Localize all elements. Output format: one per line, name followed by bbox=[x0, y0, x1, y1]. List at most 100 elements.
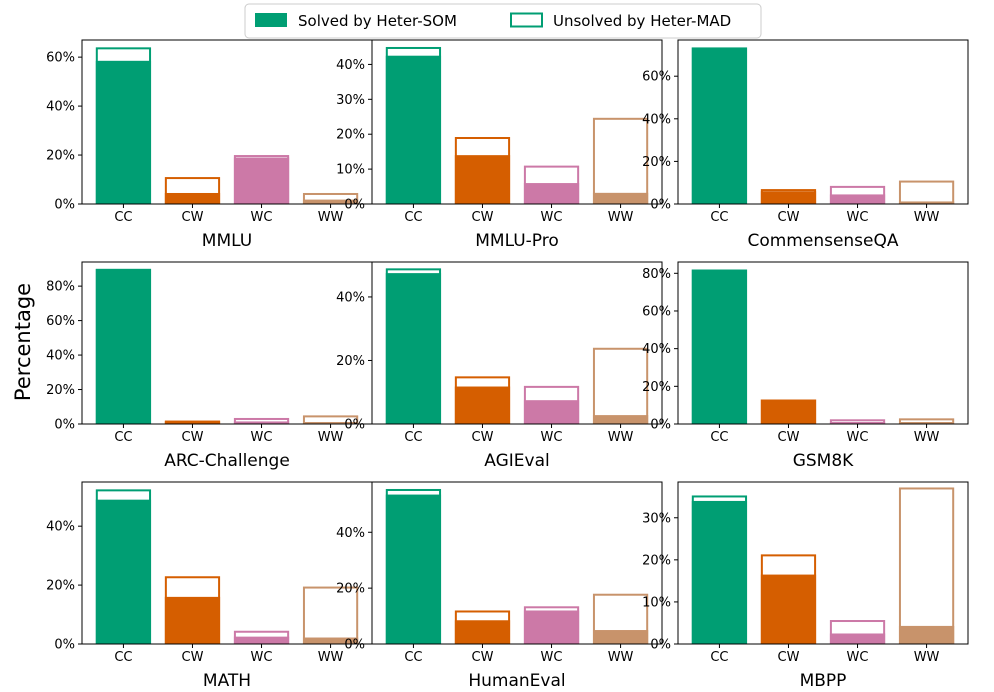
y-tick-label: 20% bbox=[46, 383, 75, 398]
bar-solved-agieval-cc bbox=[385, 273, 442, 424]
y-tick-label: 0% bbox=[650, 198, 671, 213]
x-tick-label-cw: CW bbox=[182, 210, 204, 225]
panel-gsm8k: CC CW WC WW 0% 20% 40% 60% 80% GSM8K bbox=[642, 261, 969, 471]
bar-solved-arc-challenge-cc bbox=[95, 268, 152, 424]
x-tick-label-ww: WW bbox=[608, 430, 634, 445]
bar-unsolved-math-ww bbox=[302, 586, 359, 645]
bar-unsolved-commensenseqa-cw bbox=[760, 189, 817, 205]
bar-unsolved-mmlu-pro-wc bbox=[523, 165, 580, 204]
axes-frame-humaneval bbox=[371, 481, 663, 645]
bar-solved-humaneval-cc bbox=[385, 494, 442, 644]
bar-solved-commensenseqa-wc bbox=[829, 194, 886, 204]
panel-mmlu: CC CW WC WW0%20%40%60%MMLU bbox=[46, 39, 373, 251]
bar-solved-mmlu-pro-ww bbox=[592, 192, 649, 204]
bar-solved-mmlu-pro-cc bbox=[385, 55, 442, 204]
bar-unsolved-mmlu-pro-cc bbox=[385, 46, 442, 204]
y-tick-label: 40% bbox=[642, 112, 671, 127]
y-tick-label: 0% bbox=[650, 418, 671, 433]
legend-swatch-solved bbox=[255, 13, 287, 27]
x-tick-label-wc: WC bbox=[251, 210, 273, 225]
y-tick-label: 80% bbox=[642, 267, 671, 282]
y-tick-label: 0% bbox=[344, 638, 365, 653]
bar-unsolved-mmlu-cw bbox=[164, 177, 221, 205]
x-tick-label-cc: CC bbox=[710, 650, 728, 665]
x-tick-label-wc: WC bbox=[251, 650, 273, 665]
bar-unsolved-gsm8k-cw bbox=[760, 399, 817, 424]
x-tick-label-cc: CC bbox=[404, 430, 422, 445]
y-tick-label: 30% bbox=[336, 93, 365, 108]
y-tick-label: 0% bbox=[54, 638, 75, 653]
bar-unsolved-math-wc bbox=[233, 630, 290, 645]
y-tick-label: 20% bbox=[336, 354, 365, 369]
bar-unsolved-gsm8k-cc bbox=[691, 269, 748, 424]
bar-unsolved-humaneval-cc bbox=[385, 488, 442, 644]
y-tick-label: 80% bbox=[46, 280, 75, 295]
y-tick-label: 60% bbox=[46, 51, 75, 66]
bar-solved-mbpp-cw bbox=[760, 574, 817, 644]
legend-frame bbox=[244, 3, 762, 39]
bar-unsolved-gsm8k-wc bbox=[829, 419, 886, 425]
bar-solved-mbpp-cc bbox=[691, 500, 748, 644]
y-tick-label: 60% bbox=[642, 70, 671, 85]
bar-solved-math-ww bbox=[302, 637, 359, 644]
panel-title-commensenseqa: CommensenseQA bbox=[747, 231, 898, 251]
y-tick-label: 60% bbox=[642, 304, 671, 319]
axes-frame-gsm8k bbox=[677, 261, 969, 425]
bar-unsolved-humaneval-wc bbox=[523, 606, 580, 644]
bar-solved-commensenseqa-cc bbox=[691, 47, 748, 204]
bar-unsolved-mmlu-wc bbox=[233, 155, 290, 204]
x-tick-label-ww: WW bbox=[318, 210, 344, 225]
axes-frame-agieval bbox=[371, 261, 663, 425]
bar-unsolved-math-cw bbox=[164, 576, 221, 644]
bar-solved-agieval-ww bbox=[592, 415, 649, 424]
panel-title-mmlu: MMLU bbox=[202, 231, 252, 251]
y-tick-label: 10% bbox=[336, 163, 365, 178]
x-tick-label-cc: CC bbox=[710, 430, 728, 445]
bar-solved-humaneval-ww bbox=[592, 630, 649, 644]
bar-unsolved-humaneval-cw bbox=[454, 610, 511, 645]
x-tick-label-cc: CC bbox=[114, 650, 132, 665]
x-tick-label-cw: CW bbox=[472, 650, 494, 665]
bar-solved-agieval-wc bbox=[523, 400, 580, 424]
x-tick-label-wc: WC bbox=[847, 210, 869, 225]
bar-solved-agieval-cw bbox=[454, 386, 511, 424]
bar-solved-mmlu-cw bbox=[164, 192, 221, 204]
bar-unsolved-mbpp-cw bbox=[760, 554, 817, 644]
x-tick-label-cw: CW bbox=[778, 430, 800, 445]
x-tick-label-cc: CC bbox=[404, 650, 422, 665]
legend-swatch-unsolved bbox=[510, 12, 543, 28]
panel-title-math: MATH bbox=[203, 671, 251, 691]
panel-title-arc-challenge: ARC-Challenge bbox=[164, 451, 290, 471]
panel-math: CC CW WC WW0%20%40%MATH bbox=[46, 481, 373, 691]
x-tick-label-cw: CW bbox=[472, 210, 494, 225]
bar-solved-commensenseqa-cw bbox=[760, 191, 817, 204]
bar-unsolved-mbpp-wc bbox=[829, 620, 886, 644]
x-tick-label-cw: CW bbox=[472, 430, 494, 445]
x-tick-label-cc: CC bbox=[710, 210, 728, 225]
bar-unsolved-gsm8k-ww bbox=[898, 418, 955, 425]
bar-solved-mmlu-wc bbox=[233, 157, 290, 204]
y-tick-label: 10% bbox=[642, 595, 671, 610]
bar-unsolved-agieval-cc bbox=[385, 268, 442, 424]
bar-unsolved-math-cc bbox=[95, 489, 152, 645]
panel-title-mmlu-pro: MMLU-Pro bbox=[475, 231, 559, 251]
x-tick-label-ww: WW bbox=[318, 430, 344, 445]
bar-unsolved-commensenseqa-wc bbox=[829, 185, 886, 204]
bar-solved-gsm8k-cc bbox=[691, 269, 748, 424]
y-tick-label: 20% bbox=[336, 582, 365, 597]
legend-label-unsolved: Unsolved by Heter-MAD bbox=[553, 12, 731, 30]
x-tick-label-wc: WC bbox=[541, 210, 563, 225]
x-tick-label-cw: CW bbox=[778, 650, 800, 665]
x-tick-label-cw: CW bbox=[182, 650, 204, 665]
bar-unsolved-commensenseqa-ww bbox=[898, 180, 955, 204]
bar-unsolved-mmlu-ww bbox=[302, 192, 359, 205]
y-tick-label: 20% bbox=[336, 128, 365, 143]
y-tick-label: 40% bbox=[46, 349, 75, 364]
x-tick-label-ww: WW bbox=[608, 210, 634, 225]
x-tick-label-wc: WC bbox=[541, 430, 563, 445]
bar-unsolved-mbpp-ww bbox=[898, 487, 955, 644]
bar-solved-mmlu-ww bbox=[302, 199, 359, 204]
bar-unsolved-arc-challenge-ww bbox=[302, 415, 359, 424]
x-tick-label-ww: WW bbox=[608, 650, 634, 665]
